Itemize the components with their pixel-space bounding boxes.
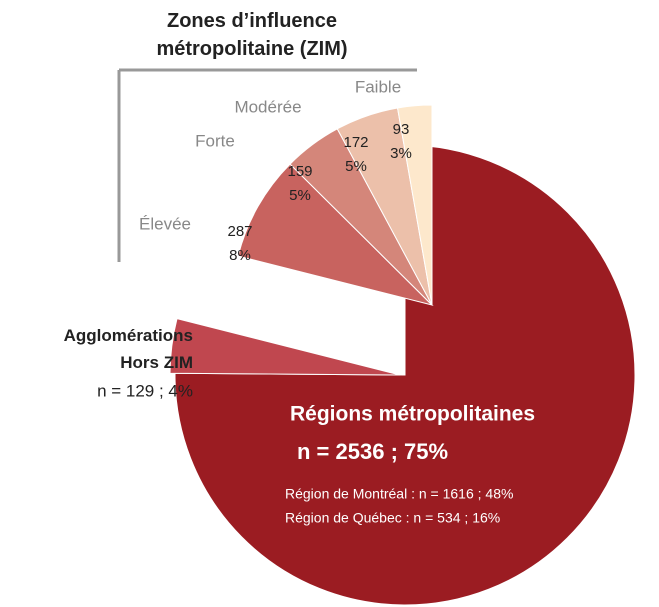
- percent-label: 8%: [229, 247, 251, 264]
- note: Région de Québec : n = 534 ; 16%: [285, 510, 500, 526]
- chart-title: Zones d’influence métropolitaine (ZIM): [156, 10, 347, 60]
- category-label: Élevée: [139, 214, 191, 233]
- category-label: Forte: [195, 131, 235, 150]
- category-label: Modérée: [234, 97, 301, 116]
- value-label: n = 129 ; 4%: [97, 381, 193, 400]
- percent-label: 3%: [390, 145, 412, 162]
- pie-slice: [174, 144, 636, 606]
- category-label: Faible: [355, 77, 401, 96]
- percent-label: 5%: [345, 158, 367, 175]
- value-label: n = 2536 ; 75%: [297, 439, 448, 464]
- pie-slice: [169, 318, 401, 376]
- slice-label: Agglomérations Hors ZIM: [64, 326, 193, 372]
- value-label: 172: [343, 134, 368, 151]
- value-label: 93: [393, 121, 410, 138]
- slice-label: Régions métropolitaines: [290, 403, 535, 426]
- note: Région de Montréal : n = 1616 ; 48%: [285, 486, 513, 502]
- pie-slice: [237, 163, 434, 306]
- percent-label: 5%: [289, 187, 311, 204]
- value-label: 287: [227, 223, 252, 240]
- value-label: 159: [287, 163, 312, 180]
- pie-slice: [396, 104, 433, 306]
